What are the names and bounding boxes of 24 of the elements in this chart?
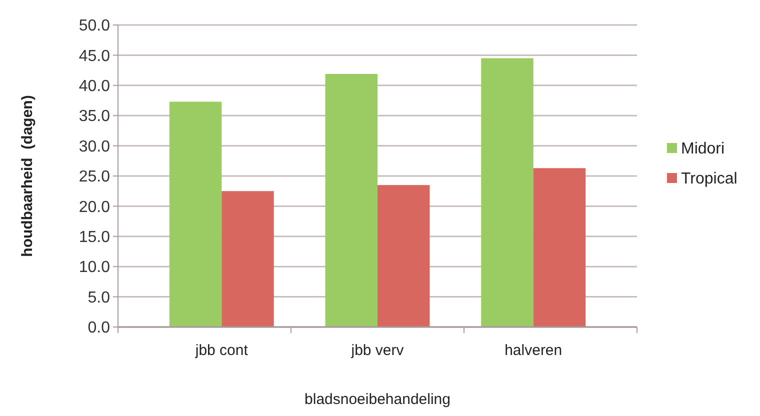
- bar: [481, 58, 534, 327]
- y-tick-label: 25.0: [78, 168, 110, 186]
- bar: [325, 74, 378, 327]
- bar: [378, 185, 430, 327]
- y-axis-title: houdbaarheid (dagen): [19, 95, 36, 257]
- y-tick-label: 5.0: [88, 289, 110, 306]
- x-tick-label: jbb verv: [350, 342, 404, 359]
- y-tick-label: 50.0: [78, 18, 110, 35]
- legend-label: Tropical: [681, 170, 738, 188]
- y-tick-label: 0.0: [88, 320, 110, 337]
- bar: [169, 102, 222, 327]
- y-tick-label: 35.0: [78, 108, 110, 126]
- bar: [222, 191, 274, 327]
- x-axis-title: bladsnoeibehandeling: [304, 391, 450, 408]
- legend-label: Midori: [681, 140, 725, 158]
- y-tick-label: 20.0: [78, 198, 110, 216]
- y-tick-label: 45.0: [78, 48, 110, 65]
- y-tick-label: 10.0: [78, 259, 110, 276]
- x-tick-label: halveren: [504, 342, 562, 359]
- bar: [533, 168, 586, 327]
- y-tick-label: 30.0: [78, 138, 110, 156]
- y-tick-label: 40.0: [78, 78, 110, 95]
- y-tick-label: 15.0: [78, 229, 110, 246]
- x-tick-label: jbb cont: [194, 342, 249, 359]
